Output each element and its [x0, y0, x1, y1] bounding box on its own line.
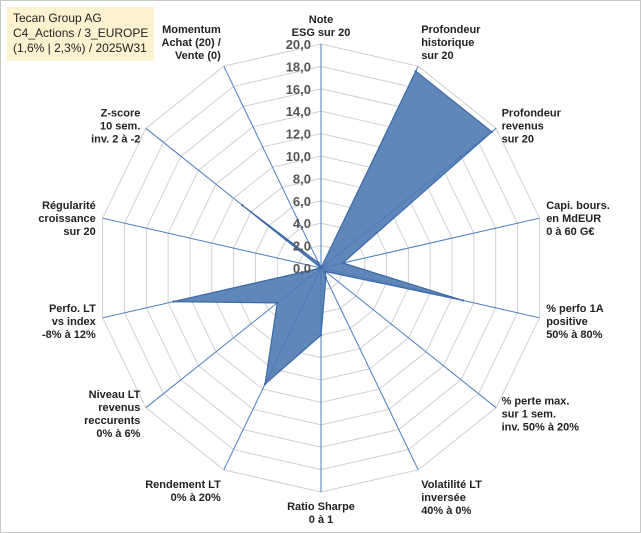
axis-label-line: Perfo. LT: [49, 303, 96, 315]
data-point: [324, 276, 328, 280]
tick-label: 4,0: [293, 216, 311, 231]
axis-label-line: inv. 50% à 20%: [502, 422, 580, 434]
tick-label: 8,0: [293, 171, 311, 186]
axis-label-line: Vente (0): [175, 50, 221, 62]
axis-spoke: [320, 217, 540, 269]
axis-label-line: Profondeur: [421, 24, 481, 36]
series-area: [173, 70, 493, 385]
axis-label: % perfo 1A positive 50% à 80%: [546, 303, 604, 341]
axis-label-line: en MdEUR: [546, 213, 601, 225]
data-point: [263, 382, 267, 386]
axis-label: Niveau LT revenus reccurents 0% à 6%: [84, 389, 141, 440]
axis-label: Perfo. LT vs index -8% à 12%: [42, 303, 97, 341]
axis-label-line: % perte max.: [502, 396, 570, 408]
axis-label-line: Z-score: [101, 108, 141, 120]
tick-label: 0,0: [293, 261, 311, 276]
axis-label: Profondeur revenus sur 20: [502, 108, 562, 146]
axis-label-line: Note: [309, 14, 333, 26]
axis-label: Ratio Sharpe 0 à 1: [287, 501, 355, 526]
data-point: [172, 300, 175, 303]
axis-spoke: [320, 267, 419, 471]
tick-label: 14,0: [286, 104, 311, 119]
axis-label-line: 40% à 0%: [421, 505, 471, 517]
axis-label-line: croissance: [38, 213, 95, 225]
axis-label: Note ESG sur 20: [292, 14, 351, 39]
axis-label-line: historique: [421, 37, 474, 49]
axis-label-line: positive: [546, 316, 588, 328]
chart-title-box: Tecan Group AG C4_Actions / 3_EUROPE (1,…: [7, 7, 155, 61]
axis-label-line: revenus: [502, 121, 544, 133]
tick-label: 12,0: [286, 127, 311, 142]
tick-label: 6,0: [293, 194, 311, 209]
axis-label-line: Achat (20) /: [162, 37, 221, 49]
axis-label-line: Niveau LT: [89, 389, 141, 401]
tick-label: 2,0: [293, 239, 311, 254]
axis-label-line: 50% à 80%: [546, 329, 602, 341]
axis-label: Profondeur historique sur 20: [421, 24, 481, 62]
axis-label-line: Volatilité LT: [421, 479, 482, 491]
axis-label-line: sur 20: [63, 226, 95, 238]
data-point: [490, 130, 493, 133]
axis-label-line: % perfo 1A: [546, 303, 604, 315]
axis-label-line: sur 20: [502, 134, 534, 146]
axis-label: Régularité croissance sur 20: [38, 200, 95, 238]
data-point: [241, 204, 244, 207]
axis-label: % perte max. sur 1 sem. inv. 50% à 20%: [502, 396, 580, 434]
tick-label: 18,0: [286, 59, 311, 74]
tick-label: 16,0: [286, 82, 311, 97]
data-point: [276, 301, 279, 305]
axis-label: Volatilité LT inversée 40% à 0%: [421, 479, 482, 517]
axis-label-line: 0 à 1: [309, 514, 333, 526]
axis-spoke: [102, 217, 322, 269]
data-point: [319, 334, 323, 337]
axis-label-line: Ratio Sharpe: [287, 501, 355, 513]
axis-label-line: sur 20: [421, 50, 453, 62]
axis-label-line: 0% à 6%: [96, 428, 140, 440]
axis-label-line: 10 sem.: [100, 121, 140, 133]
tick-label: 10,0: [286, 149, 311, 164]
axis-category-labels: Note ESG sur 20 Profondeur historique sur 20…: [38, 14, 609, 526]
axis-label-line: Momentum: [162, 24, 221, 36]
axis-label-line: reccurents: [84, 415, 140, 427]
axis-label-line: Capi. bours.: [546, 200, 610, 212]
tick-label: 20,0: [286, 37, 311, 52]
radar-series: [172, 70, 493, 386]
axis-label: Capi. bours. en MdEUR 0 à 60 G€: [546, 200, 610, 238]
axis-label-line: inversée: [421, 492, 466, 504]
axis-label: Z-score 10 sem. inv. 2 à -2: [91, 108, 140, 146]
data-point: [319, 266, 323, 270]
title-category: C4_Actions / 3_EUROPE: [13, 26, 149, 40]
axis-label-line: sur 1 sem.: [502, 409, 556, 421]
title-period: (1,6% | 2,3%) / 2025W31: [13, 41, 147, 55]
axis-label-line: inv. 2 à -2: [91, 134, 140, 146]
axis-label-line: revenus: [98, 402, 140, 414]
axis-spoke: [223, 65, 322, 269]
data-point: [341, 261, 344, 265]
radial-tick-labels: 0,0 2,0 4,0 6,0 8,0 10,0 12,0 14,0 16,0 18,0 20,0: [286, 37, 311, 276]
axis-spoke: [320, 267, 497, 409]
data-point: [461, 299, 465, 302]
title-company: Tecan Group AG: [13, 11, 102, 25]
axis-label-line: Rendement LT: [145, 479, 221, 491]
axis-label-line: -8% à 12%: [42, 329, 96, 341]
axis-label-line: vs index: [52, 316, 97, 328]
data-point: [324, 270, 327, 273]
axis-label-line: 0% à 20%: [171, 492, 221, 504]
axis-label: Rendement LT 0% à 20%: [145, 479, 221, 504]
axis-label-line: 0 à 60 G€: [546, 226, 594, 238]
axis-label-line: Profondeur: [502, 108, 562, 120]
axis-label-line: Régularité: [42, 200, 96, 212]
axis-label: Momentum Achat (20) / Vente (0): [162, 24, 222, 62]
data-point: [414, 70, 417, 73]
axis-label-line: ESG sur 20: [292, 27, 351, 39]
data-point: [317, 261, 320, 265]
